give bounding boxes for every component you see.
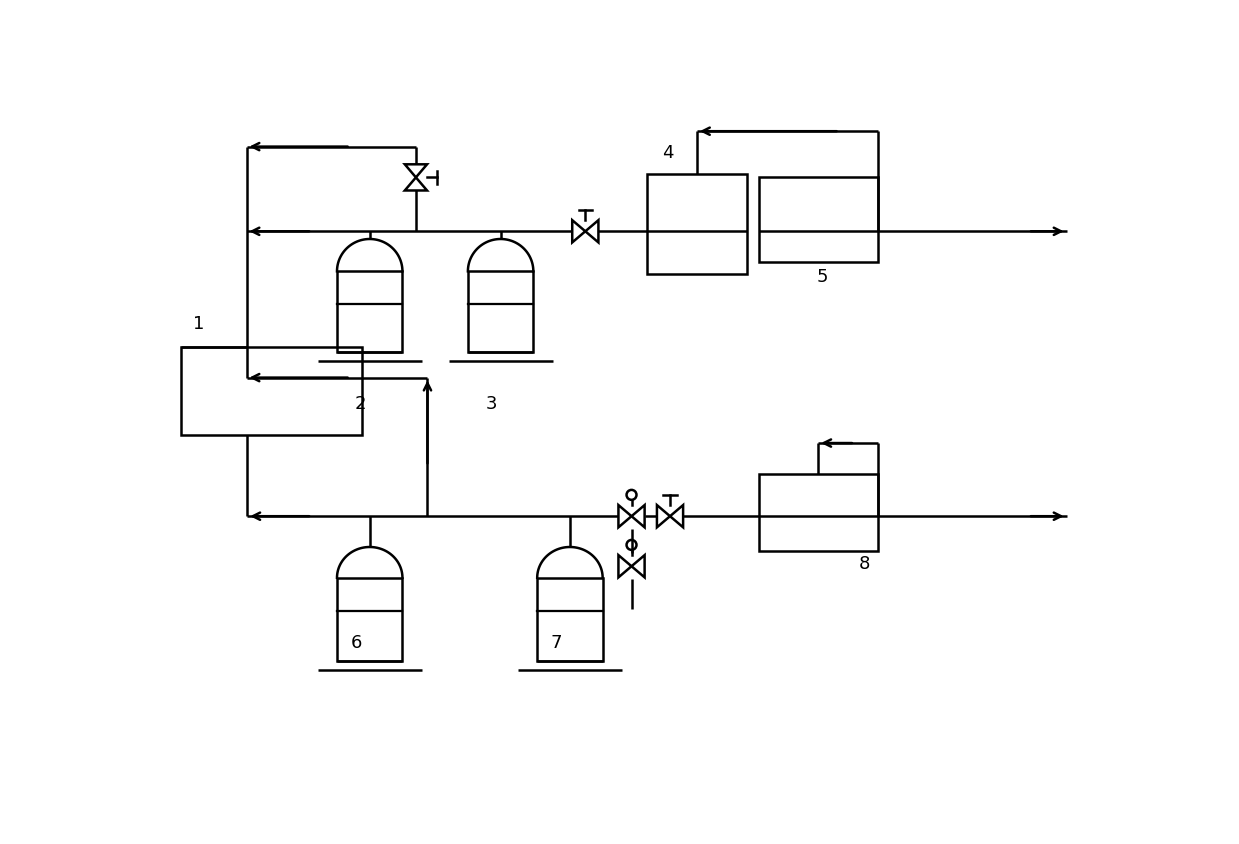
Text: 3: 3: [486, 395, 497, 413]
Text: 6: 6: [351, 633, 362, 652]
Bar: [337, 578, 403, 661]
Text: 2: 2: [354, 395, 366, 413]
Bar: [538, 578, 602, 661]
Text: 1: 1: [192, 314, 204, 333]
Bar: [337, 272, 403, 353]
Text: 8: 8: [859, 555, 870, 572]
Bar: [647, 175, 747, 274]
Bar: [758, 474, 878, 551]
Text: 4: 4: [663, 143, 674, 161]
Text: 7: 7: [550, 633, 563, 652]
Text: 5: 5: [817, 268, 828, 286]
Bar: [758, 178, 878, 262]
Bar: [468, 272, 533, 353]
Bar: [181, 348, 362, 436]
